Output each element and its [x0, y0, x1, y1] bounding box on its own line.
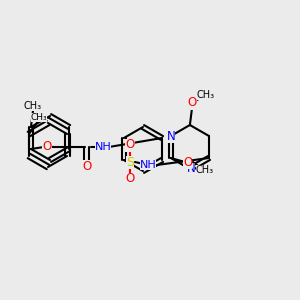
Text: N: N: [167, 130, 175, 142]
Text: O: O: [183, 155, 193, 169]
Text: O: O: [125, 172, 134, 185]
Text: CH₃: CH₃: [24, 101, 42, 111]
Text: CH₃: CH₃: [197, 90, 215, 100]
Text: O: O: [82, 160, 92, 172]
Text: O: O: [187, 97, 196, 110]
Text: N: N: [187, 163, 195, 176]
Text: NH: NH: [140, 160, 156, 170]
Text: S: S: [126, 155, 134, 169]
Text: O: O: [125, 139, 134, 152]
Text: NH: NH: [94, 142, 111, 152]
Text: O: O: [42, 140, 52, 154]
Text: CH₃: CH₃: [196, 165, 214, 175]
Text: CH₃: CH₃: [31, 112, 47, 122]
